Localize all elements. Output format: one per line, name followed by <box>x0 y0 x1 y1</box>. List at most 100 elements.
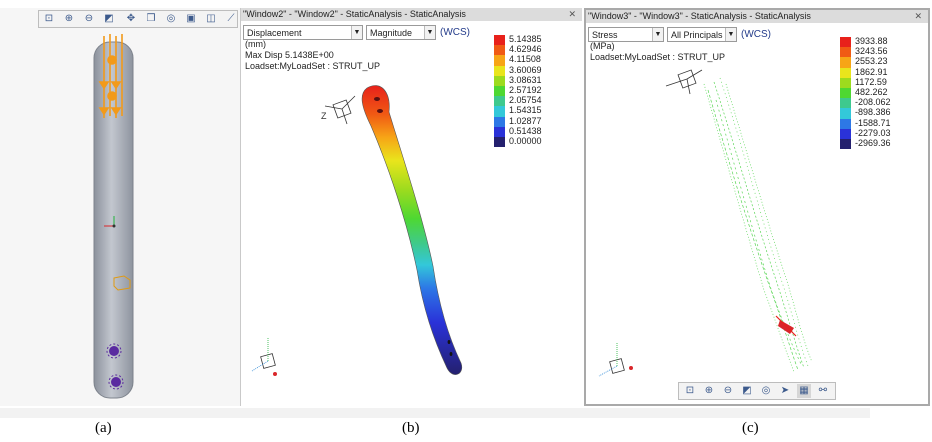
global-csys-icon <box>598 343 633 377</box>
window3-controls: Stress ▼ All Principals ▼ (WCS) <box>588 27 848 44</box>
legend-value: 1172.59 <box>855 76 887 87</box>
legend-value: -898.386 <box>855 107 891 118</box>
network-icon[interactable]: ⚯ <box>818 385 828 396</box>
legend-value: 3.08631 <box>509 74 542 85</box>
legend-swatch <box>494 65 505 76</box>
strut-model-view[interactable] <box>0 8 240 406</box>
window2-titlebar: "Window2" - "Window2" - StaticAnalysis -… <box>241 8 582 21</box>
legend-value: 3933.88 <box>855 36 888 46</box>
legend-swatch <box>840 57 851 68</box>
legend-value: 1862.91 <box>855 66 888 77</box>
legend-swatch <box>494 126 505 137</box>
chevron-down-icon: ▼ <box>424 26 435 39</box>
legend-value: 4.62946 <box>509 44 542 55</box>
legend-value: 0.51438 <box>509 125 542 136</box>
legend-swatch <box>494 45 505 56</box>
legend-value: 5.14385 <box>509 34 542 44</box>
close-icon[interactable]: ✕ <box>914 11 922 21</box>
refit-icon[interactable]: ◩ <box>104 13 114 24</box>
principal-stress-vectors <box>703 77 813 373</box>
zoom-in-icon[interactable]: ⊕ <box>704 385 714 396</box>
constraint-marker-bottom-icon <box>108 374 124 390</box>
close-icon[interactable]: ✕ <box>568 9 576 19</box>
unit-label: (mm) <box>245 39 266 49</box>
view-toolbar: ⊡ ⊕ ⊖ ◩ ✥ ❒ ◎ ▣ ◫ ⟋ <box>38 10 238 28</box>
stress-plot[interactable] <box>586 10 928 404</box>
quantity-select[interactable]: Displacement ▼ <box>243 25 363 40</box>
chevron-down-icon: ▼ <box>652 28 663 41</box>
component-select[interactable]: All Principals ▼ <box>667 27 737 42</box>
csys-label: (WCS) <box>440 27 470 38</box>
quantity-select-value: Displacement <box>247 28 302 38</box>
caption-c: (c) <box>742 420 759 436</box>
legend-swatch <box>840 118 851 129</box>
layer-icon[interactable]: ◫ <box>206 13 216 24</box>
view-orient-icon[interactable]: ◎ <box>166 13 176 24</box>
unit-label: (MPa) <box>590 41 615 51</box>
coordinate-triad-icon <box>104 216 116 228</box>
constraint-marker-top-icon <box>106 343 122 359</box>
view-triad-icon <box>665 69 703 95</box>
component-select[interactable]: Magnitude ▼ <box>366 25 436 40</box>
deformed-strut <box>361 85 463 375</box>
window2-controls: Displacement ▼ Magnitude ▼ (WCS) <box>243 25 503 42</box>
legend-swatch <box>840 108 851 119</box>
component-select-value: All Principals <box>671 30 723 40</box>
zoom-out-icon[interactable]: ⊖ <box>723 385 733 396</box>
caption-b: (b) <box>402 420 420 436</box>
legend-swatch <box>840 67 851 78</box>
display-style-icon[interactable]: ▦ <box>797 384 811 398</box>
legend-value: -2969.36 <box>855 137 891 148</box>
displacement-plot[interactable]: Z <box>241 8 582 406</box>
high-stress-region <box>775 315 797 337</box>
legend-swatch <box>494 55 505 66</box>
zoom-out-icon[interactable]: ⊖ <box>84 13 94 24</box>
component-select-value: Magnitude <box>370 28 413 38</box>
chevron-down-icon: ▼ <box>725 28 736 41</box>
legend-swatch <box>494 35 505 46</box>
legend-value: 0.00000 <box>509 135 542 146</box>
refit-icon[interactable]: ◩ <box>742 385 752 396</box>
loadset-label: Loadset:MyLoadSet : STRUT_UP <box>590 52 726 62</box>
legend-value: -208.062 <box>855 97 891 108</box>
display-icon[interactable]: ▣ <box>186 13 196 24</box>
legend-value: 3243.56 <box>855 46 888 57</box>
displacement-window: "Window2" - "Window2" - StaticAnalysis -… <box>240 8 582 406</box>
legend-value: 2.57192 <box>509 84 542 95</box>
legend-value: -2279.03 <box>855 127 891 138</box>
zoom-in-icon[interactable]: ⊕ <box>64 13 74 24</box>
legend-value: 3.60069 <box>509 64 542 75</box>
legend-value: 4.11508 <box>509 54 541 65</box>
legend-swatch <box>840 47 851 58</box>
legend-swatch <box>494 85 505 97</box>
quantity-select[interactable]: Stress ▼ <box>588 27 664 42</box>
chevron-down-icon: ▼ <box>351 26 362 39</box>
result-toolbar: ⊡ ⊕ ⊖ ◩ ◎ ➤ ▦ ⚯ <box>678 382 836 400</box>
view-orient-icon[interactable]: ◎ <box>761 385 771 396</box>
max-disp-label: Max Disp 5.1438E+00 <box>245 50 334 60</box>
window3-titlebar: "Window3" - "Window3" - StaticAnalysis -… <box>586 10 928 23</box>
legend-value: 482.262 <box>855 86 888 97</box>
bottom-strip <box>0 408 870 418</box>
window3-title: "Window3" - "Window3" - StaticAnalysis -… <box>588 11 811 21</box>
legend-swatch <box>840 37 851 48</box>
loadset-label: Loadset:MyLoadSet : STRUT_UP <box>245 61 381 71</box>
quantity-select-value: Stress <box>592 30 618 40</box>
legend-swatch <box>494 96 505 107</box>
zoom-fit-icon[interactable]: ⊡ <box>685 385 695 396</box>
model-view-panel: ⊡ ⊕ ⊖ ◩ ✥ ❒ ◎ ▣ ◫ ⟋ <box>0 8 240 406</box>
stress-window: "Window3" - "Window3" - StaticAnalysis -… <box>584 8 930 406</box>
spin-icon[interactable]: ➤ <box>780 385 790 396</box>
legend-swatch <box>840 128 851 139</box>
zoom-fit-icon[interactable]: ⊡ <box>44 13 54 24</box>
legend-value: -1588.71 <box>855 117 891 128</box>
view-cube-icon[interactable]: ❒ <box>146 13 156 24</box>
legend-swatch <box>494 75 505 86</box>
csys-label: (WCS) <box>741 29 771 40</box>
legend-swatch <box>840 98 851 109</box>
bolt-holes-bottom <box>447 340 453 356</box>
measure-icon[interactable]: ⟋ <box>227 13 235 24</box>
pan-icon[interactable]: ✥ <box>126 13 136 24</box>
legend-value: 1.54315 <box>509 105 542 116</box>
legend-value: 1.02877 <box>509 115 542 126</box>
